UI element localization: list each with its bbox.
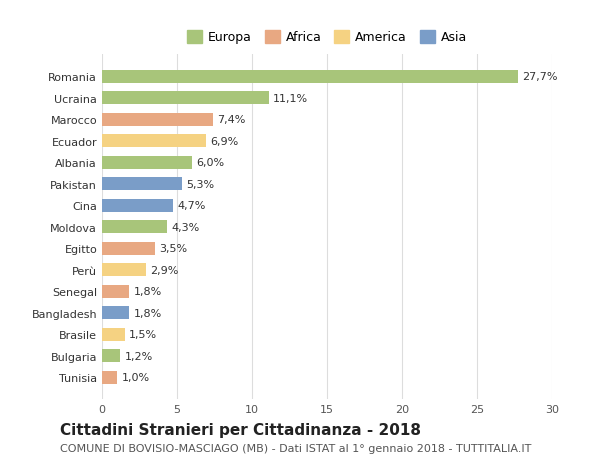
Bar xyxy=(102,328,125,341)
Bar xyxy=(102,199,173,212)
Bar xyxy=(102,371,117,384)
Bar xyxy=(102,178,182,191)
Text: COMUNE DI BOVISIO-MASCIAGO (MB) - Dati ISTAT al 1° gennaio 2018 - TUTTITALIA.IT: COMUNE DI BOVISIO-MASCIAGO (MB) - Dati I… xyxy=(60,443,532,453)
Bar xyxy=(102,135,205,148)
Text: 1,5%: 1,5% xyxy=(129,330,157,339)
Legend: Europa, Africa, America, Asia: Europa, Africa, America, Asia xyxy=(183,27,471,48)
Bar xyxy=(102,263,146,276)
Bar xyxy=(102,307,129,319)
Bar xyxy=(102,349,120,362)
Text: 5,3%: 5,3% xyxy=(186,179,214,189)
Bar xyxy=(102,92,269,105)
Bar xyxy=(102,221,167,234)
Text: 4,7%: 4,7% xyxy=(177,201,205,211)
Text: 2,9%: 2,9% xyxy=(150,265,178,275)
Text: 6,9%: 6,9% xyxy=(210,136,238,146)
Text: 1,2%: 1,2% xyxy=(125,351,153,361)
Bar xyxy=(102,71,517,84)
Text: Cittadini Stranieri per Cittadinanza - 2018: Cittadini Stranieri per Cittadinanza - 2… xyxy=(60,422,421,437)
Bar xyxy=(102,157,192,169)
Bar xyxy=(102,113,213,127)
Text: 7,4%: 7,4% xyxy=(218,115,246,125)
Text: 27,7%: 27,7% xyxy=(522,72,557,82)
Text: 1,0%: 1,0% xyxy=(122,372,149,382)
Bar xyxy=(102,285,129,298)
Bar xyxy=(102,242,155,255)
Text: 1,8%: 1,8% xyxy=(133,308,162,318)
Text: 1,8%: 1,8% xyxy=(133,286,162,297)
Text: 3,5%: 3,5% xyxy=(159,244,187,254)
Text: 6,0%: 6,0% xyxy=(197,158,224,168)
Text: 11,1%: 11,1% xyxy=(273,94,308,104)
Text: 4,3%: 4,3% xyxy=(171,222,199,232)
